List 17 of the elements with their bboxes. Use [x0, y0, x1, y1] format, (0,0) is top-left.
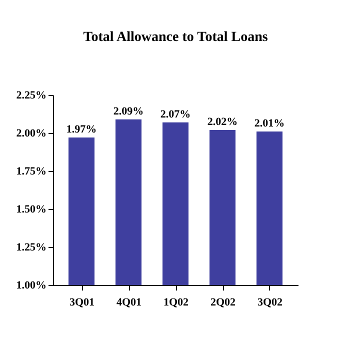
- x-tick-label: 3Q01: [69, 296, 95, 308]
- data-label: 2.09%: [113, 105, 144, 118]
- data-label: 2.07%: [160, 108, 191, 120]
- y-tick-label: 1.75%: [16, 166, 46, 178]
- data-label: 2.01%: [254, 117, 285, 130]
- y-tick-label: 2.00%: [16, 128, 46, 140]
- y-tick-label: 1.50%: [16, 204, 46, 216]
- x-tick-label: 4Q01: [116, 296, 142, 308]
- x-tick-label: 1Q02: [163, 296, 190, 308]
- data-label: 1.97%: [66, 124, 97, 136]
- x-tick-label: 2Q02: [210, 296, 236, 308]
- data-label: 2.02%: [207, 116, 238, 128]
- y-tick-label: 1.25%: [16, 242, 46, 254]
- y-tick-label: 1.00%: [16, 280, 46, 292]
- y-tick-label: 2.25%: [16, 90, 46, 102]
- chart-title: Total Allowance to Total Loans: [83, 30, 268, 45]
- x-tick-label: 3Q02: [257, 296, 284, 308]
